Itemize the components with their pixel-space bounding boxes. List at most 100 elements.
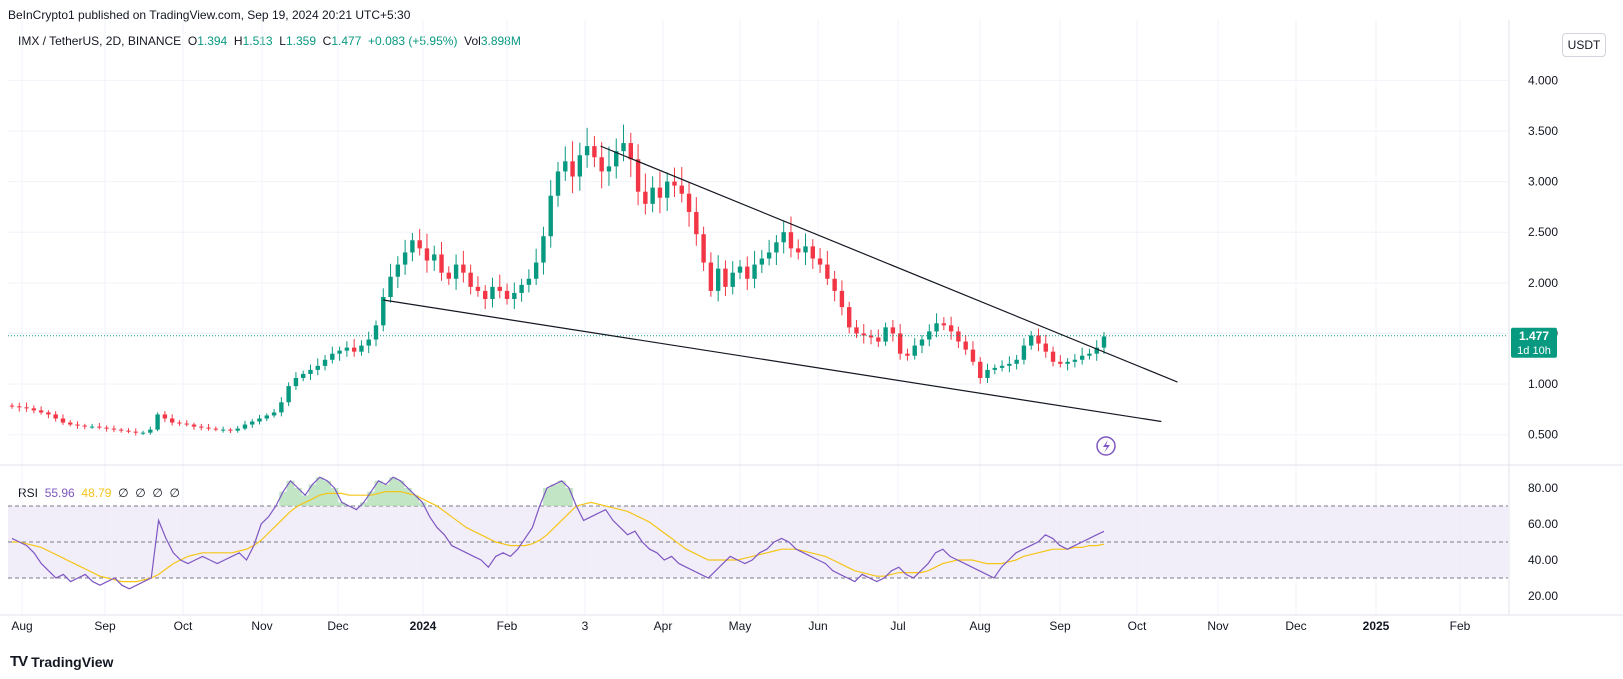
candle-body (1029, 335, 1034, 346)
candle-body (774, 242, 779, 253)
rsi-ma-line (12, 491, 1105, 583)
price-tick-label: 3.500 (1528, 124, 1558, 138)
symbol-name[interactable]: IMX / TetherUS, 2D, BINANCE (18, 34, 182, 48)
candle-body (279, 402, 284, 413)
candle-body (919, 339, 925, 346)
candle-body (308, 369, 313, 374)
time-tick-label: Nov (1207, 619, 1228, 633)
time-tick-label: 2025 (1363, 619, 1390, 633)
rsi-tick-label: 60.00 (1528, 517, 1558, 531)
candle-body (199, 426, 204, 428)
candle-body (701, 234, 706, 263)
time-tick-label: Jun (808, 619, 827, 633)
candle-body (999, 365, 1005, 368)
candle-body (410, 240, 415, 253)
candle-body (912, 345, 917, 356)
candle-body (1072, 359, 1078, 362)
candle-body (665, 181, 670, 198)
candles-group (9, 124, 1107, 436)
candle-body (381, 296, 386, 326)
lightning-icon (1096, 436, 1116, 456)
price-tick-label: 4.000 (1528, 73, 1558, 87)
candle-body (679, 185, 684, 194)
candle-body (628, 143, 633, 160)
candle-body (963, 341, 968, 350)
legend-ohlc: O1.394 H1.513 L1.359 C1.477 +0.083 (+5.9… (185, 34, 521, 48)
price-tick-label: 3.000 (1528, 175, 1558, 189)
rsi-label[interactable]: RSI (18, 486, 39, 500)
candle-body (133, 431, 138, 433)
candle-body (337, 350, 342, 354)
candle-body (781, 232, 786, 243)
candle-body (366, 339, 371, 346)
candle-body (286, 386, 291, 403)
candle-body (119, 429, 124, 431)
candle-body (897, 333, 903, 354)
candle-body (635, 159, 641, 192)
rsi-ma-value: 48.79 (81, 486, 112, 500)
candle-body (9, 405, 15, 407)
low-label: L (279, 34, 286, 48)
close-label: C (322, 34, 332, 48)
change-value: +0.083 (+5.95%) (368, 34, 458, 48)
volume-label: Vol (464, 34, 481, 48)
candle-body (1094, 347, 1099, 354)
tradingview-wordmark: TradingView (31, 653, 114, 670)
candle-body (752, 264, 757, 279)
rsi-tick-label: 40.00 (1528, 553, 1558, 567)
candle-body (75, 424, 80, 426)
candle-body (621, 143, 626, 152)
candle-body (169, 418, 175, 423)
candle-body (861, 333, 866, 336)
candle-body (876, 337, 881, 342)
price-tag-box (1511, 327, 1557, 358)
time-tick-label: Apr (654, 619, 673, 633)
candle-body (1087, 353, 1092, 356)
candle-body (825, 264, 830, 279)
candle-body (322, 359, 328, 366)
candle-body (111, 428, 117, 430)
candle-body (359, 345, 364, 352)
rsi-overbought-fill (279, 477, 573, 506)
candle-body (148, 429, 153, 433)
candle-body (1021, 345, 1027, 360)
rsi-tick-label: 80.00 (1528, 481, 1558, 495)
trendline-lower (383, 299, 1162, 423)
symbol-legend: IMX / TetherUS, 2D, BINANCE O1.394 H1.51… (18, 34, 521, 48)
candle-body (104, 427, 109, 429)
time-tick-label: 2024 (410, 619, 437, 633)
candle-body (483, 290, 488, 300)
rsi-tick-label: 20.00 (1528, 589, 1558, 603)
candle-body (592, 146, 597, 158)
currency-button[interactable]: USDT (1562, 33, 1606, 57)
candle-body (890, 327, 896, 334)
candle-body (708, 262, 714, 291)
candle-body (213, 428, 219, 430)
rsi-extra-3: ∅ (152, 486, 163, 500)
candle-body (82, 425, 87, 427)
candle-body (1058, 361, 1063, 364)
candle-body (555, 171, 561, 196)
candle-body (461, 264, 466, 273)
candle-body (548, 195, 553, 237)
rsi-extra-1: ∅ (118, 486, 129, 500)
candle-body (694, 211, 699, 235)
candle-body (140, 432, 146, 434)
candle-body (89, 426, 95, 428)
time-tick-label: Nov (251, 619, 272, 633)
volume-value: 3.898M (480, 34, 521, 48)
open-value: 1.394 (197, 34, 228, 48)
candle-body (868, 335, 874, 338)
time-tick-label: Feb (1450, 619, 1471, 633)
candle-body (315, 365, 320, 370)
candle-body (519, 284, 524, 293)
candle-body (614, 151, 619, 167)
high-value: 1.513 (242, 34, 273, 48)
candle-body (330, 353, 335, 360)
tradingview-logo[interactable]: TV TradingView (10, 653, 113, 670)
candle-body (1079, 355, 1085, 360)
candle-body (905, 353, 910, 356)
rsi-value: 55.96 (44, 486, 75, 500)
price-tick-label: 2.000 (1528, 276, 1558, 290)
